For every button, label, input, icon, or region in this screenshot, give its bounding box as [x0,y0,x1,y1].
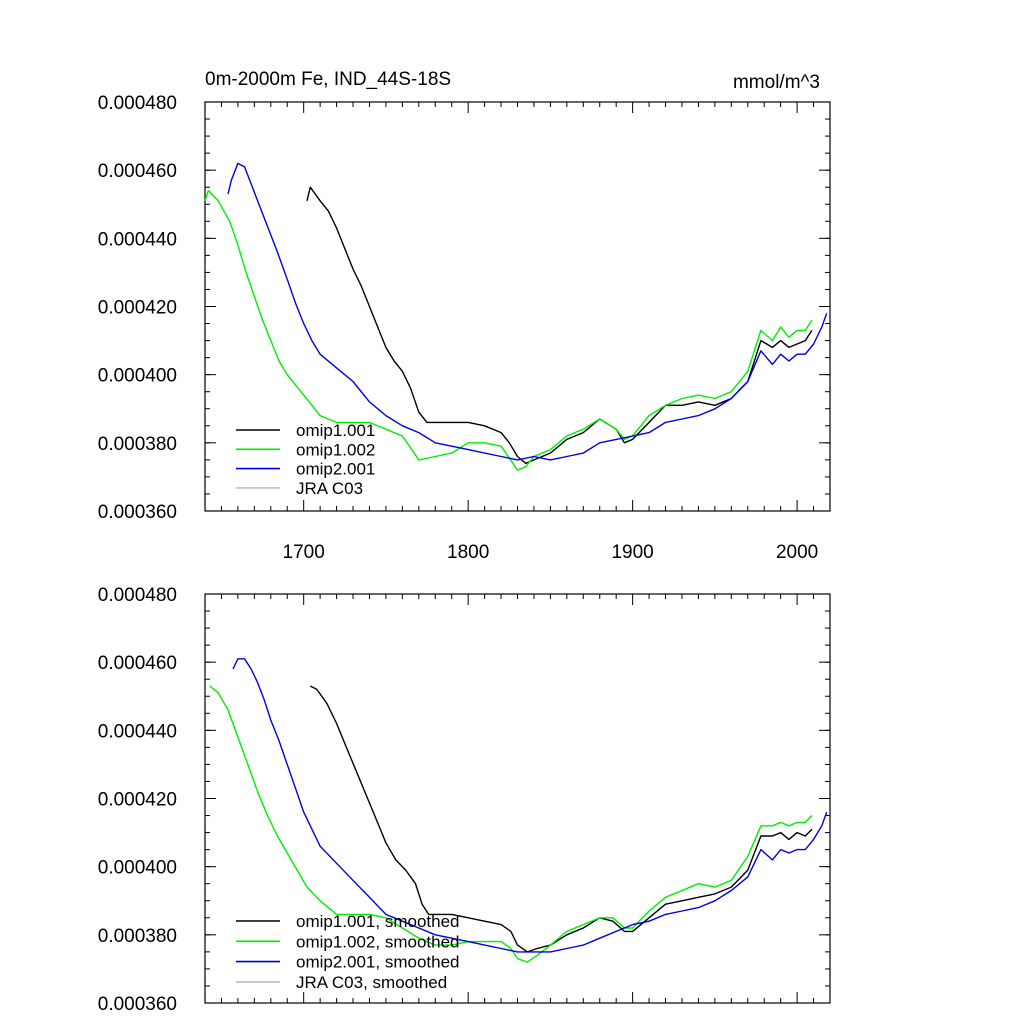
chart-panel-1: 0.000360 0.000380 0.000400 0.000420 0.000440… [98,69,831,563]
series-line-omip2_001 [232,658,828,953]
y-tick-label: 0.000440 [98,229,177,250]
x-tick-label: 1700 [283,542,325,563]
y-tick-label: 0.000360 [98,502,177,523]
y-tick-label: 0.000400 [98,858,177,879]
x-tick-label: 1800 [447,542,489,563]
legend-entry: JRA C03, smoothed [296,973,447,992]
y-tick-label: 0.000360 [98,994,177,1015]
units-label: mmol/m^3 [733,72,820,93]
y-tick-label: 0.000420 [98,790,177,811]
legend-entry: omip1.002 [296,440,375,459]
legend-entry: omip1.001 [296,421,375,440]
series-line-omip2_001 [227,162,828,461]
y-tick-label: 0.000480 [98,585,177,606]
y-tick-label: 0.000460 [98,161,177,182]
chart-panel-2: 0.000360 0.000380 0.000400 0.000420 0.000440… [98,585,831,1015]
series-line-omip1_002 [209,685,813,963]
legend-entry: omip2.001 [296,460,375,479]
x-tick-label: 2000 [776,542,818,563]
y-tick-label: 0.000420 [98,298,177,319]
legend-entry: omip1.001, smoothed [296,912,460,931]
chart-title: 0m-2000m Fe, IND_44S-18S [205,69,451,90]
x-tick-label: 1900 [611,542,653,563]
y-tick-label: 0.000380 [98,926,177,947]
y-tick-label: 0.000380 [98,434,177,455]
legend-entry: omip1.002, smoothed [296,932,460,951]
y-tick-label: 0.000440 [98,721,177,742]
legend-entry: omip2.001, smoothed [296,953,460,972]
series-line-omip1_001 [306,186,813,464]
y-tick-label: 0.000400 [98,366,177,387]
y-tick-label: 0.000460 [98,653,177,674]
y-tick-label: 0.000480 [98,93,177,114]
legend-entry: JRA C03 [296,479,363,498]
series-line-omip1_001 [309,685,813,953]
